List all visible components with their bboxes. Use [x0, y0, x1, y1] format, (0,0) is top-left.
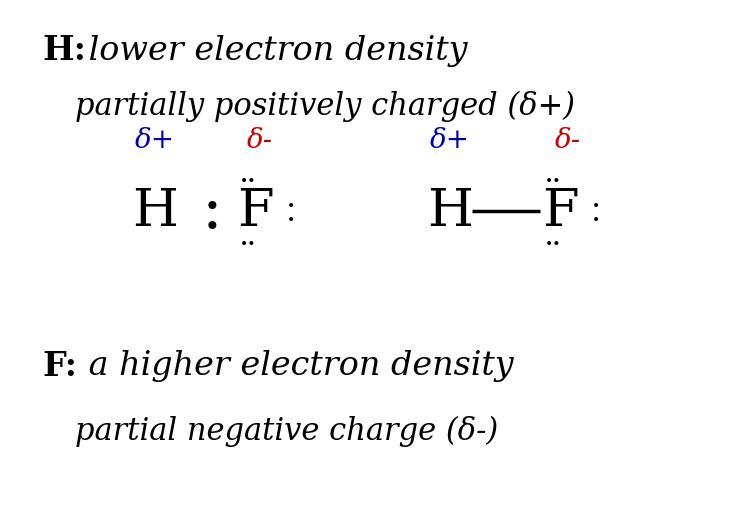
Text: F: F: [237, 185, 273, 237]
Text: H: H: [427, 185, 473, 237]
Text: •: •: [287, 199, 295, 213]
Text: H: H: [132, 185, 178, 237]
Text: partial negative charge (δ-): partial negative charge (δ-): [75, 415, 498, 446]
Text: :: :: [202, 181, 222, 241]
Text: ••: ••: [240, 174, 256, 188]
Text: F:: F:: [42, 350, 77, 382]
Text: lower electron density: lower electron density: [78, 35, 468, 67]
Text: ••: ••: [240, 237, 256, 251]
Text: δ-: δ-: [555, 128, 581, 155]
Text: ••: ••: [545, 237, 561, 251]
Text: F: F: [542, 185, 578, 237]
Text: δ+: δ+: [430, 128, 470, 155]
Text: •: •: [592, 213, 600, 227]
Text: a higher electron density: a higher electron density: [78, 350, 513, 382]
Text: ••: ••: [545, 174, 561, 188]
Text: δ+: δ+: [135, 128, 175, 155]
Text: partially positively charged (δ+): partially positively charged (δ+): [75, 90, 575, 121]
Text: •: •: [592, 199, 600, 213]
Text: δ-: δ-: [247, 128, 273, 155]
Text: •: •: [287, 213, 295, 227]
Text: H:: H:: [42, 34, 86, 68]
